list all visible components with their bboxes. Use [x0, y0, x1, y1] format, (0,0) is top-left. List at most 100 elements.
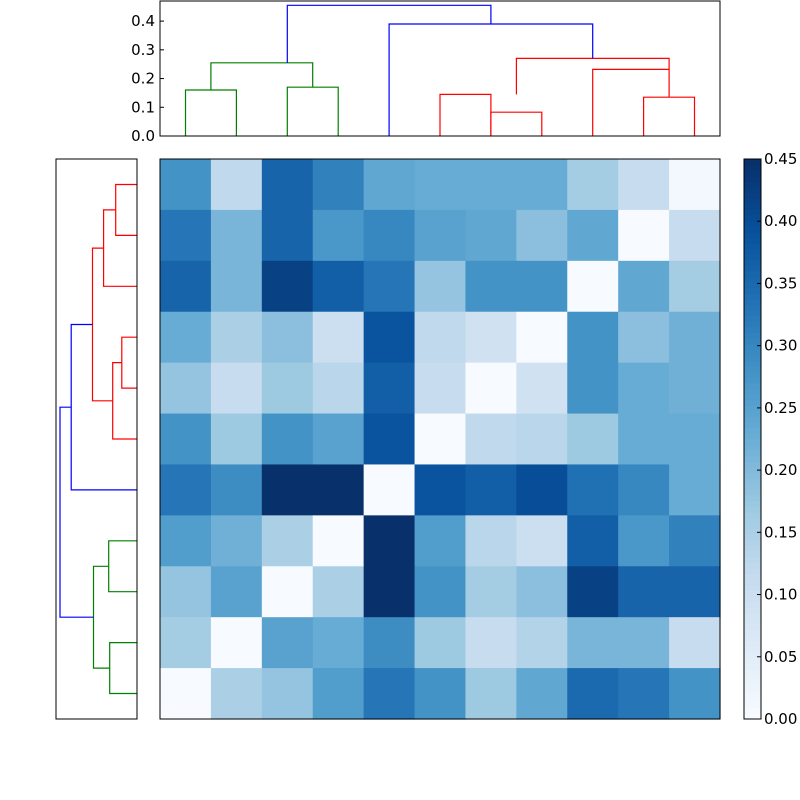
colorbar-segment	[744, 646, 761, 653]
heatmap-cell-r5-c2	[261, 413, 314, 466]
heatmap-cell-r3-c8	[567, 311, 619, 364]
colorbar-tick-label: 0.35	[764, 274, 797, 292]
heatmap-cell-r2-c9	[618, 260, 670, 313]
heatmap-cell-r7-c10	[669, 515, 721, 567]
colorbar-segment	[744, 511, 761, 518]
colorbar-segment	[744, 343, 761, 350]
top-dendrogram-tick-label: 0.1	[131, 98, 155, 116]
heatmap-cell-r0-c3	[312, 159, 365, 211]
heatmap-cell-r10-c7	[516, 668, 568, 720]
colorbar-segment	[744, 203, 761, 210]
heatmap-cell-r3-c6	[465, 311, 517, 364]
heatmap-cell-r7-c5	[414, 515, 467, 567]
colorbar-frame	[743, 158, 762, 720]
colorbar-segment	[744, 573, 761, 580]
colorbar-axis: 0.00 0.05 0.10 0.15 0.20 0.25 0.30 0.35 0.40 0.45	[757, 150, 797, 728]
heatmap-cell-r8-c9	[618, 566, 670, 618]
colorbar-segment	[744, 259, 761, 266]
heatmap-cell-r2-c10	[669, 260, 721, 313]
colorbar-segment	[744, 355, 761, 362]
colorbar-segment	[744, 181, 761, 188]
heatmap-cell-r0-c10	[669, 159, 721, 211]
heatmap-cell-r0-c7	[516, 159, 568, 211]
heatmap-cell-r2-c8	[567, 260, 619, 313]
heatmap-cell-r8-c10	[669, 566, 721, 618]
colorbar-tick-label: 0.25	[764, 399, 797, 417]
heatmap-cell-r2-c0	[160, 260, 212, 313]
heatmap-cell-r10-c0	[160, 668, 212, 720]
heatmap-cell-r6-c2	[261, 464, 314, 516]
heatmap-cell-r1-c0	[160, 209, 212, 262]
colorbar-segment	[744, 209, 761, 216]
colorbar-segment	[744, 187, 761, 194]
heatmap-cell-r4-c5	[414, 362, 467, 415]
heatmap-cell-r5-c10	[669, 413, 721, 466]
heatmap-cell-r1-c2	[261, 209, 314, 262]
colorbar-segment	[744, 310, 761, 317]
colorbar-segment	[744, 383, 761, 390]
top-dendrogram-y-axis: 0.0 0.1 0.2 0.3 0.4	[131, 12, 164, 145]
colorbar-segment	[744, 612, 761, 619]
colorbar-segment	[744, 523, 761, 530]
colorbar-segment	[744, 237, 761, 244]
colorbar-segment	[744, 702, 761, 709]
heatmap-cell-r1-c7	[516, 209, 568, 262]
colorbar-segment	[744, 495, 761, 502]
top-dendrogram-tick-label: 0.2	[131, 70, 155, 88]
top-dendrogram-link-6	[592, 68, 670, 136]
colorbar-segment	[744, 444, 761, 451]
heatmap-cell-r9-c4	[363, 617, 416, 669]
colorbar-segment	[744, 394, 761, 401]
heatmap-cell-r8-c6	[465, 566, 517, 618]
colorbar-segment	[744, 601, 761, 608]
heatmap-cell-r9-c6	[465, 617, 517, 669]
heatmap-cell-r2-c6	[465, 260, 517, 313]
colorbar-segment	[744, 159, 761, 166]
heatmap-cell-r5-c1	[210, 413, 263, 466]
colorbar-segment	[744, 265, 761, 272]
colorbar-segment	[744, 691, 761, 698]
colorbar-segment	[744, 663, 761, 670]
colorbar-segment	[744, 679, 761, 686]
colorbar-tick-label: 0.40	[764, 212, 797, 230]
heatmap-cell-r1-c5	[414, 209, 467, 262]
colorbar-segment	[744, 528, 761, 535]
colorbar-segment	[744, 595, 761, 602]
heatmap-cell-r1-c6	[465, 209, 517, 262]
heatmap-cell-r4-c9	[618, 362, 670, 415]
heatmap-cell-r4-c6	[465, 362, 517, 415]
heatmap-cell-r10-c8	[567, 668, 619, 720]
colorbar-segment	[744, 304, 761, 311]
heatmap-cell-r1-c9	[618, 209, 670, 262]
colorbar-segment	[744, 399, 761, 406]
heatmap-cell-r2-c3	[312, 260, 365, 313]
heatmap-cell-r10-c10	[669, 668, 721, 720]
heatmap-cell-r10-c1	[210, 668, 263, 720]
heatmap-cell-r9-c10	[669, 617, 721, 669]
colorbar-segment	[744, 231, 761, 238]
colorbar-segment	[744, 215, 761, 222]
heatmap	[160, 159, 721, 720]
colorbar-segment	[744, 327, 761, 334]
colorbar-segment	[744, 287, 761, 294]
colorbar-segment	[744, 276, 761, 283]
heatmap-cell-r1-c4	[363, 209, 416, 262]
top-dendrogram-link-2	[210, 62, 314, 90]
heatmap-cell-r0-c8	[567, 159, 619, 211]
colorbar-segment	[744, 422, 761, 429]
heatmap-cell-r9-c3	[312, 617, 365, 669]
colorbar-segment	[744, 360, 761, 367]
heatmap-cell-r5-c8	[567, 413, 619, 466]
heatmap-cell-r9-c8	[567, 617, 619, 669]
colorbar-segment	[744, 500, 761, 507]
colorbar-tick-label: 0.45	[764, 150, 797, 168]
top-dendrogram-tick-label: 0.4	[131, 12, 155, 30]
colorbar-segment	[744, 657, 761, 664]
heatmap-cell-r4-c7	[516, 362, 568, 415]
colorbar-segment	[744, 388, 761, 395]
colorbar-segment	[744, 534, 761, 541]
colorbar-segment	[744, 713, 761, 720]
heatmap-cell-r6-c4	[363, 464, 416, 516]
heatmap-cell-r8-c2	[261, 566, 314, 618]
colorbar-segment	[744, 635, 761, 642]
